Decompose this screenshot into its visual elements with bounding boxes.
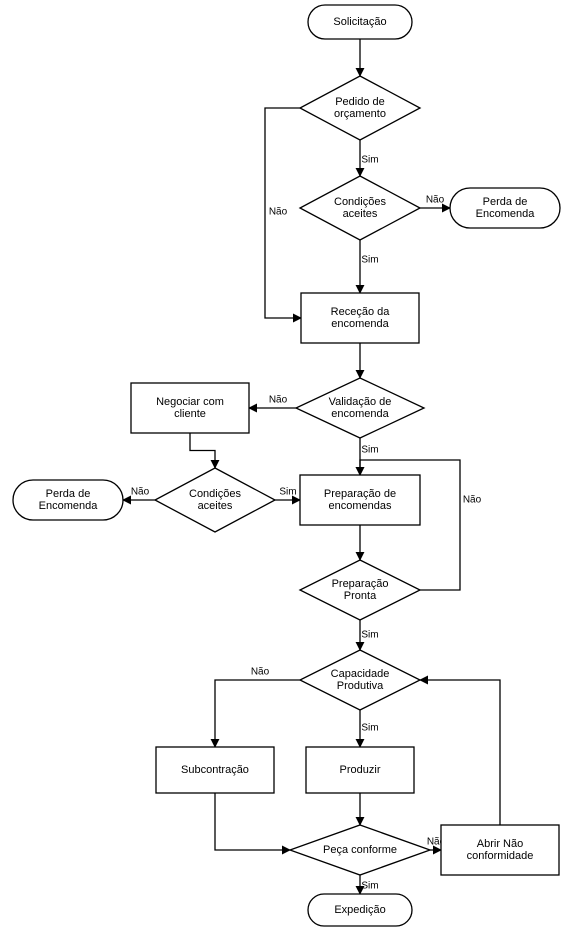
edge-label: Sim [361,881,378,892]
node-text: Capacidade [331,668,390,680]
edge-label: Não [251,667,270,678]
node-text: Expedição [334,904,385,916]
node-text: Perda de [46,488,91,500]
node-n_prepok: PreparaçãoPronta [300,560,420,620]
node-n_perda2: Perda deEncomenda [13,480,123,520]
node-text: Produtiva [337,680,384,692]
edge-label: Não [463,495,482,506]
node-text: Abrir Não [477,838,523,850]
node-n_negoc: Negociar comcliente [131,383,249,433]
node-text: encomenda [331,408,389,420]
edge-label: Sim [361,155,378,166]
edge-label: Sim [361,255,378,266]
nodes-layer: SolicitaçãoPedido deorçamentoCondiçõesac… [13,5,560,926]
node-text: encomendas [329,500,392,512]
node-n_solicit: Solicitação [308,5,412,39]
node-text: aceites [343,208,378,220]
edge-n_negoc-n_cond2 [190,433,215,468]
node-text: Perda de [483,196,528,208]
node-text: cliente [174,408,206,420]
node-text: aceites [198,500,233,512]
node-text: Receção da [331,306,391,318]
node-n_recep: Receção daencomenda [301,293,419,343]
node-text: Pedido de [335,96,385,108]
edge-label: Não [426,195,445,206]
edge-n_abrir-n_cap [420,680,500,825]
edge-label: Não [269,207,288,218]
node-n_exped: Expedição [308,894,412,926]
edge-label: Sim [361,630,378,641]
node-text: Preparação [332,578,389,590]
node-n_cap: CapacidadeProdutiva [300,650,420,710]
node-n_sub: Subcontração [156,747,274,793]
node-text: Pronta [344,590,377,602]
node-text: Peça conforme [323,844,397,856]
node-text: orçamento [334,108,386,120]
edge-label: Não [269,395,288,406]
node-n_cond1: Condiçõesaceites [300,176,420,240]
edge-label: Sim [279,487,296,498]
node-n_perda1: Perda deEncomenda [450,188,560,228]
node-text: Condições [334,196,386,208]
node-text: Produzir [340,764,381,776]
node-n_valid: Validação deencomenda [296,378,424,438]
node-n_cond2: Condiçõesaceites [155,468,275,532]
node-text: Subcontração [181,764,249,776]
node-n_prep: Preparação deencomendas [300,475,420,525]
node-text: Solicitação [333,16,386,28]
edge-label: Não [131,487,150,498]
edge-n_sub-n_peca [215,793,290,850]
node-text: Encomenda [39,500,99,512]
node-text: encomenda [331,318,389,330]
edge-label: Sim [361,445,378,456]
node-n_peca: Peça conforme [290,825,430,875]
node-text: Negociar com [156,396,224,408]
edge-n_cap-n_sub [215,680,300,747]
node-text: Validação de [329,396,392,408]
node-n_prod: Produzir [306,747,414,793]
node-n_pedido: Pedido deorçamento [300,76,420,140]
node-text: Encomenda [476,208,536,220]
node-n_abrir: Abrir Nãoconformidade [441,825,559,875]
node-text: Preparação de [324,488,396,500]
node-text: Condições [189,488,241,500]
node-text: conformidade [467,850,534,862]
edge-label: Sim [361,723,378,734]
